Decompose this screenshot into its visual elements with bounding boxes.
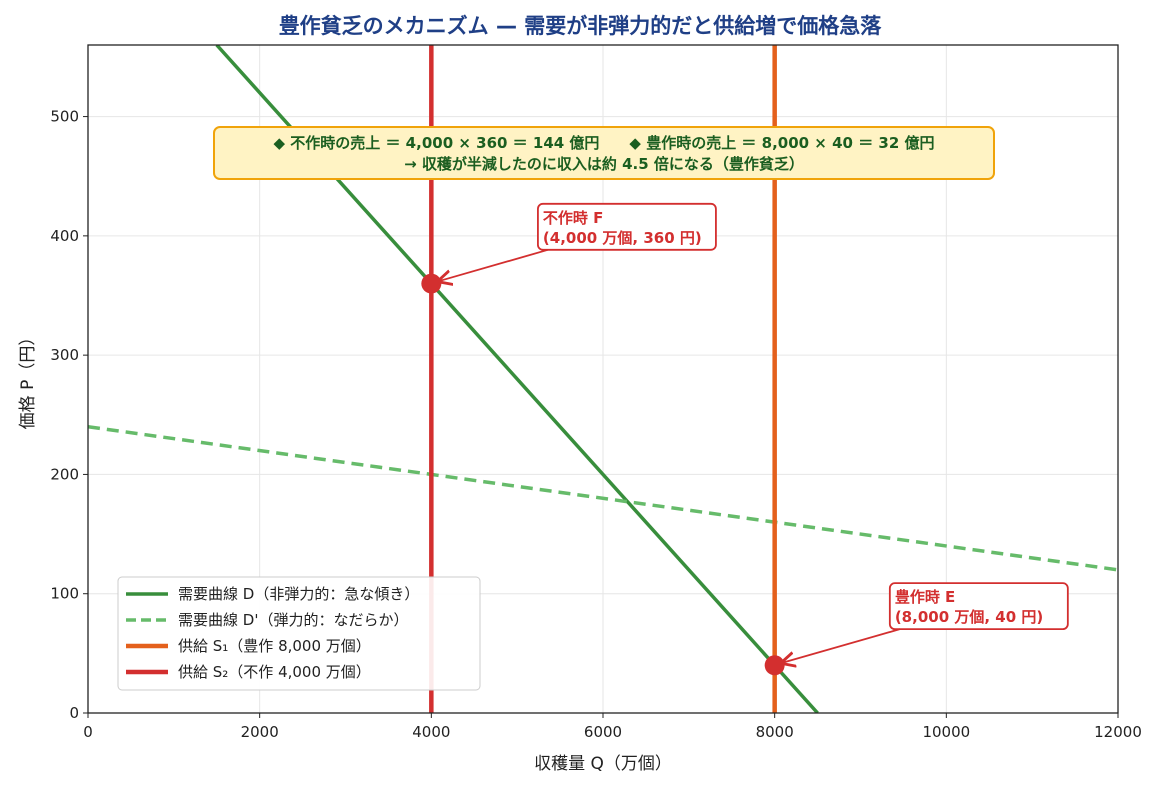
point-arrow-2: [781, 628, 901, 663]
point-label-name-2: 豊作時 E: [895, 588, 955, 606]
point-arrow-1: [437, 248, 549, 282]
y-tick-label: 200: [50, 465, 79, 483]
y-tick-label: 500: [50, 108, 79, 126]
data-point-2: [764, 655, 785, 676]
y-tick-label: 300: [50, 346, 79, 364]
info-box-line-1: ◆ 不作時の売上 ＝ 4,000 × 360 ＝ 144 億円 ◆ 豊作時の売上…: [273, 134, 934, 152]
legend-label-3: 供給 S₁（豊作 8,000 万個）: [178, 637, 371, 655]
y-axis-label: 価格 P（円）: [18, 329, 38, 430]
point-label-box-2: [888, 582, 1069, 631]
x-tick-label: 4000: [412, 723, 450, 741]
point-label-coords-1: (4,000 万個, 360 円): [543, 229, 702, 247]
info-box-line-2: → 収穫が半減したのに収入は約 4.5 倍になる（豊作貧乏）: [404, 155, 804, 173]
x-axis-label: 収穫量 Q（万個）: [534, 754, 672, 774]
series-line-2: [88, 424, 1118, 572]
legend-label-4: 供給 S₂（不作 4,000 万個）: [178, 663, 371, 681]
y-tick-label: 100: [50, 585, 79, 603]
legend-box: [117, 576, 481, 691]
data-point-1: [421, 273, 442, 294]
x-tick-label: 10000: [922, 723, 970, 741]
x-tick-label: 2000: [241, 723, 279, 741]
info-box: [213, 126, 995, 180]
x-tick-label: 12000: [1094, 723, 1142, 741]
point-label-name-1: 不作時 F: [543, 209, 603, 227]
point-label-box-1: [537, 202, 717, 251]
x-tick-label: 8000: [756, 723, 794, 741]
point-label-coords-2: (8,000 万個, 40 円): [895, 608, 1043, 626]
y-tick-label: 0: [69, 704, 79, 722]
y-tick-label: 400: [50, 227, 79, 245]
chart-title: 豊作貧乏のメカニズム — 需要が非弾力的だと供給増で価格急落: [278, 14, 882, 38]
x-tick-label: 6000: [584, 723, 622, 741]
legend-label-2: 需要曲線 D'（弾力的：なだらか）: [178, 611, 408, 629]
x-tick-label: 0: [83, 723, 93, 741]
legend-label-1: 需要曲線 D（非弾力的：急な傾き）: [178, 585, 419, 603]
